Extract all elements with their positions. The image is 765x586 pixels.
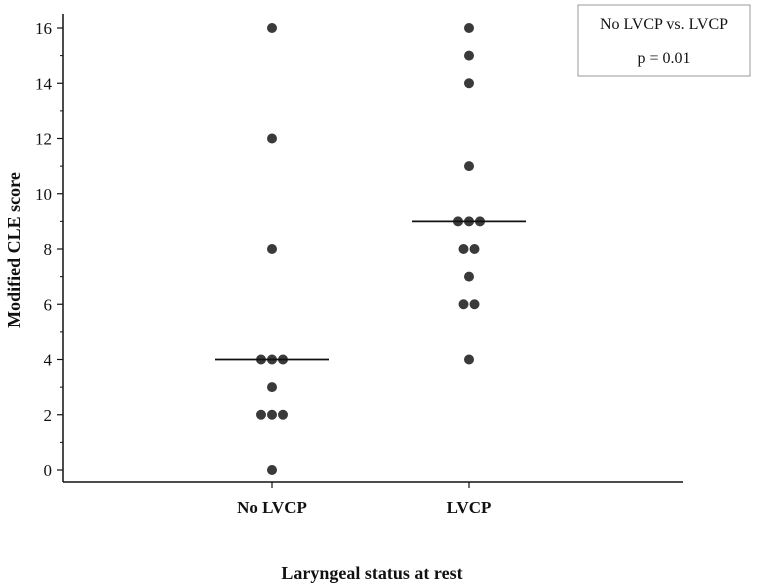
stats-comparison-label: No LVCP vs. LVCP — [600, 16, 728, 33]
data-point — [469, 244, 480, 254]
x-axis-title: Laryngeal status at rest — [281, 563, 462, 583]
data-point — [464, 78, 474, 89]
y-tick-label: 10 — [35, 185, 52, 204]
data-point — [267, 23, 277, 33]
axes — [62, 14, 683, 483]
median-lines — [215, 220, 526, 361]
y-tick-label: 8 — [44, 240, 53, 259]
y-tick-label: 2 — [44, 406, 53, 425]
x-category-label: LVCP — [447, 498, 492, 517]
stats-annotation-box — [577, 4, 751, 77]
data-point — [267, 133, 277, 144]
x-category-label: No LVCP — [237, 498, 307, 517]
data-point — [267, 409, 277, 420]
y-tick-label: 6 — [44, 295, 53, 314]
data-point — [267, 244, 277, 254]
x-category-labels: No LVCP LVCP — [237, 482, 491, 517]
y-tick-label: 12 — [35, 130, 52, 149]
y-tick-label: 4 — [44, 351, 53, 370]
data-point — [458, 244, 469, 254]
data-points — [256, 23, 485, 475]
data-point — [464, 271, 474, 282]
y-axis-title: Modified CLE score — [4, 172, 24, 328]
y-tick-label: 14 — [35, 74, 53, 93]
data-point — [267, 382, 277, 393]
y-tick-label: 0 — [44, 461, 53, 480]
data-point — [464, 354, 474, 365]
data-point — [267, 465, 277, 475]
data-point — [464, 23, 474, 33]
data-point — [464, 161, 474, 172]
y-tick-label: 16 — [35, 19, 52, 38]
y-ticks: 0 2 4 6 8 10 12 14 16 — [35, 19, 63, 480]
stats-p-value: p = 0.01 — [637, 50, 690, 67]
data-point — [458, 299, 469, 310]
data-point — [469, 299, 480, 310]
data-point — [278, 409, 288, 420]
data-point — [256, 409, 266, 420]
data-point — [464, 50, 474, 61]
stats-annotation: No LVCP vs. LVCP p = 0.01 — [577, 4, 751, 77]
